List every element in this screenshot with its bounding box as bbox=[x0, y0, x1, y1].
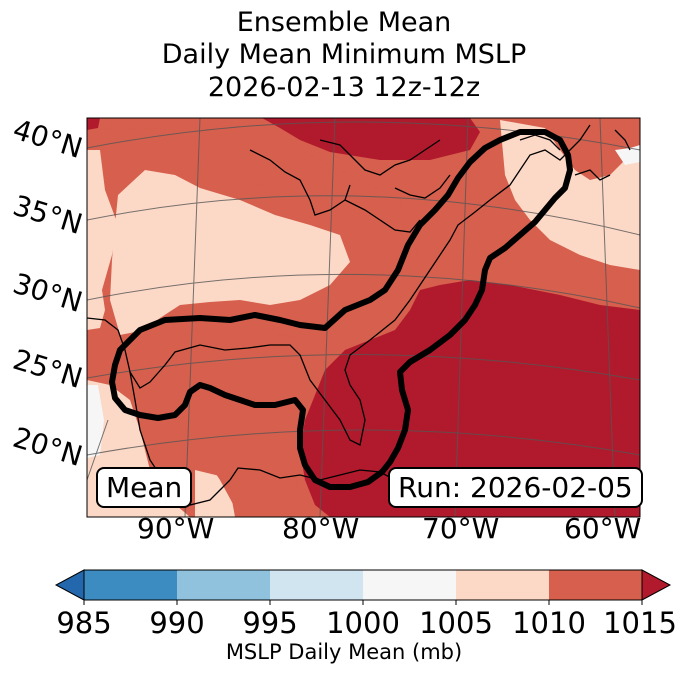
map-field bbox=[87, 118, 640, 517]
colorbar-bin-990-995 bbox=[177, 570, 270, 600]
lon-label-60w: 60°W bbox=[564, 512, 642, 545]
mslp-field-1005-central bbox=[110, 170, 350, 335]
mslp-field-1000-northeast bbox=[615, 145, 640, 165]
mslp-field-1010-corner bbox=[87, 118, 100, 130]
title-line-3: 2026-02-13 12z-12z bbox=[207, 72, 481, 103]
colorbar-tick-1005: 1005 bbox=[419, 606, 493, 640]
colorbar-tick-990: 990 bbox=[149, 606, 205, 640]
colorbar-tick-1015: 1015 bbox=[603, 606, 677, 640]
colorbar-tick-1000: 1000 bbox=[326, 606, 400, 640]
mslp-field-1005-northeast bbox=[500, 120, 640, 270]
colorbar-tick-985: 985 bbox=[56, 606, 112, 640]
coastlines bbox=[87, 124, 631, 506]
graticule bbox=[87, 118, 640, 517]
colorbar bbox=[54, 569, 672, 605]
colorbar-tick-1010: 1010 bbox=[512, 606, 586, 640]
colorbar-extend-low bbox=[54, 569, 85, 601]
mslp-field-1010-north bbox=[87, 118, 420, 410]
colorbar-extend-high bbox=[641, 569, 672, 601]
lon-label-70w: 70°W bbox=[422, 512, 500, 545]
colorbar-bin-1010-1015 bbox=[549, 570, 642, 600]
mean-label-box: Mean bbox=[96, 467, 193, 508]
colorbar-bin-995-1000 bbox=[270, 570, 363, 600]
colorbar-bin-985-990 bbox=[84, 570, 177, 600]
title-line-2: Daily Mean Minimum MSLP bbox=[161, 39, 527, 70]
mslp-field-1010-southeast bbox=[300, 280, 640, 517]
colorbar-tick-995: 995 bbox=[242, 606, 298, 640]
run-date-box: Run: 2026-02-05 bbox=[388, 467, 643, 508]
mslp-field-gulf-south bbox=[175, 392, 310, 517]
colorbar-label: MSLP Daily Mean (mb) bbox=[225, 640, 463, 664]
lon-label-90w: 90°W bbox=[137, 512, 215, 545]
mslp-field-1005-west bbox=[87, 150, 118, 330]
map-frame bbox=[86, 117, 641, 518]
pressure-contour bbox=[109, 129, 573, 490]
lon-label-80w: 80°W bbox=[282, 512, 360, 545]
colorbar-bin-1000-1005 bbox=[363, 570, 456, 600]
colorbar-tick-marks bbox=[83, 600, 643, 605]
mslp-field-1000-southwest bbox=[87, 385, 104, 458]
colorbar-bin-1005-1010 bbox=[456, 570, 549, 600]
title-line-1: Ensemble Mean bbox=[236, 7, 452, 38]
